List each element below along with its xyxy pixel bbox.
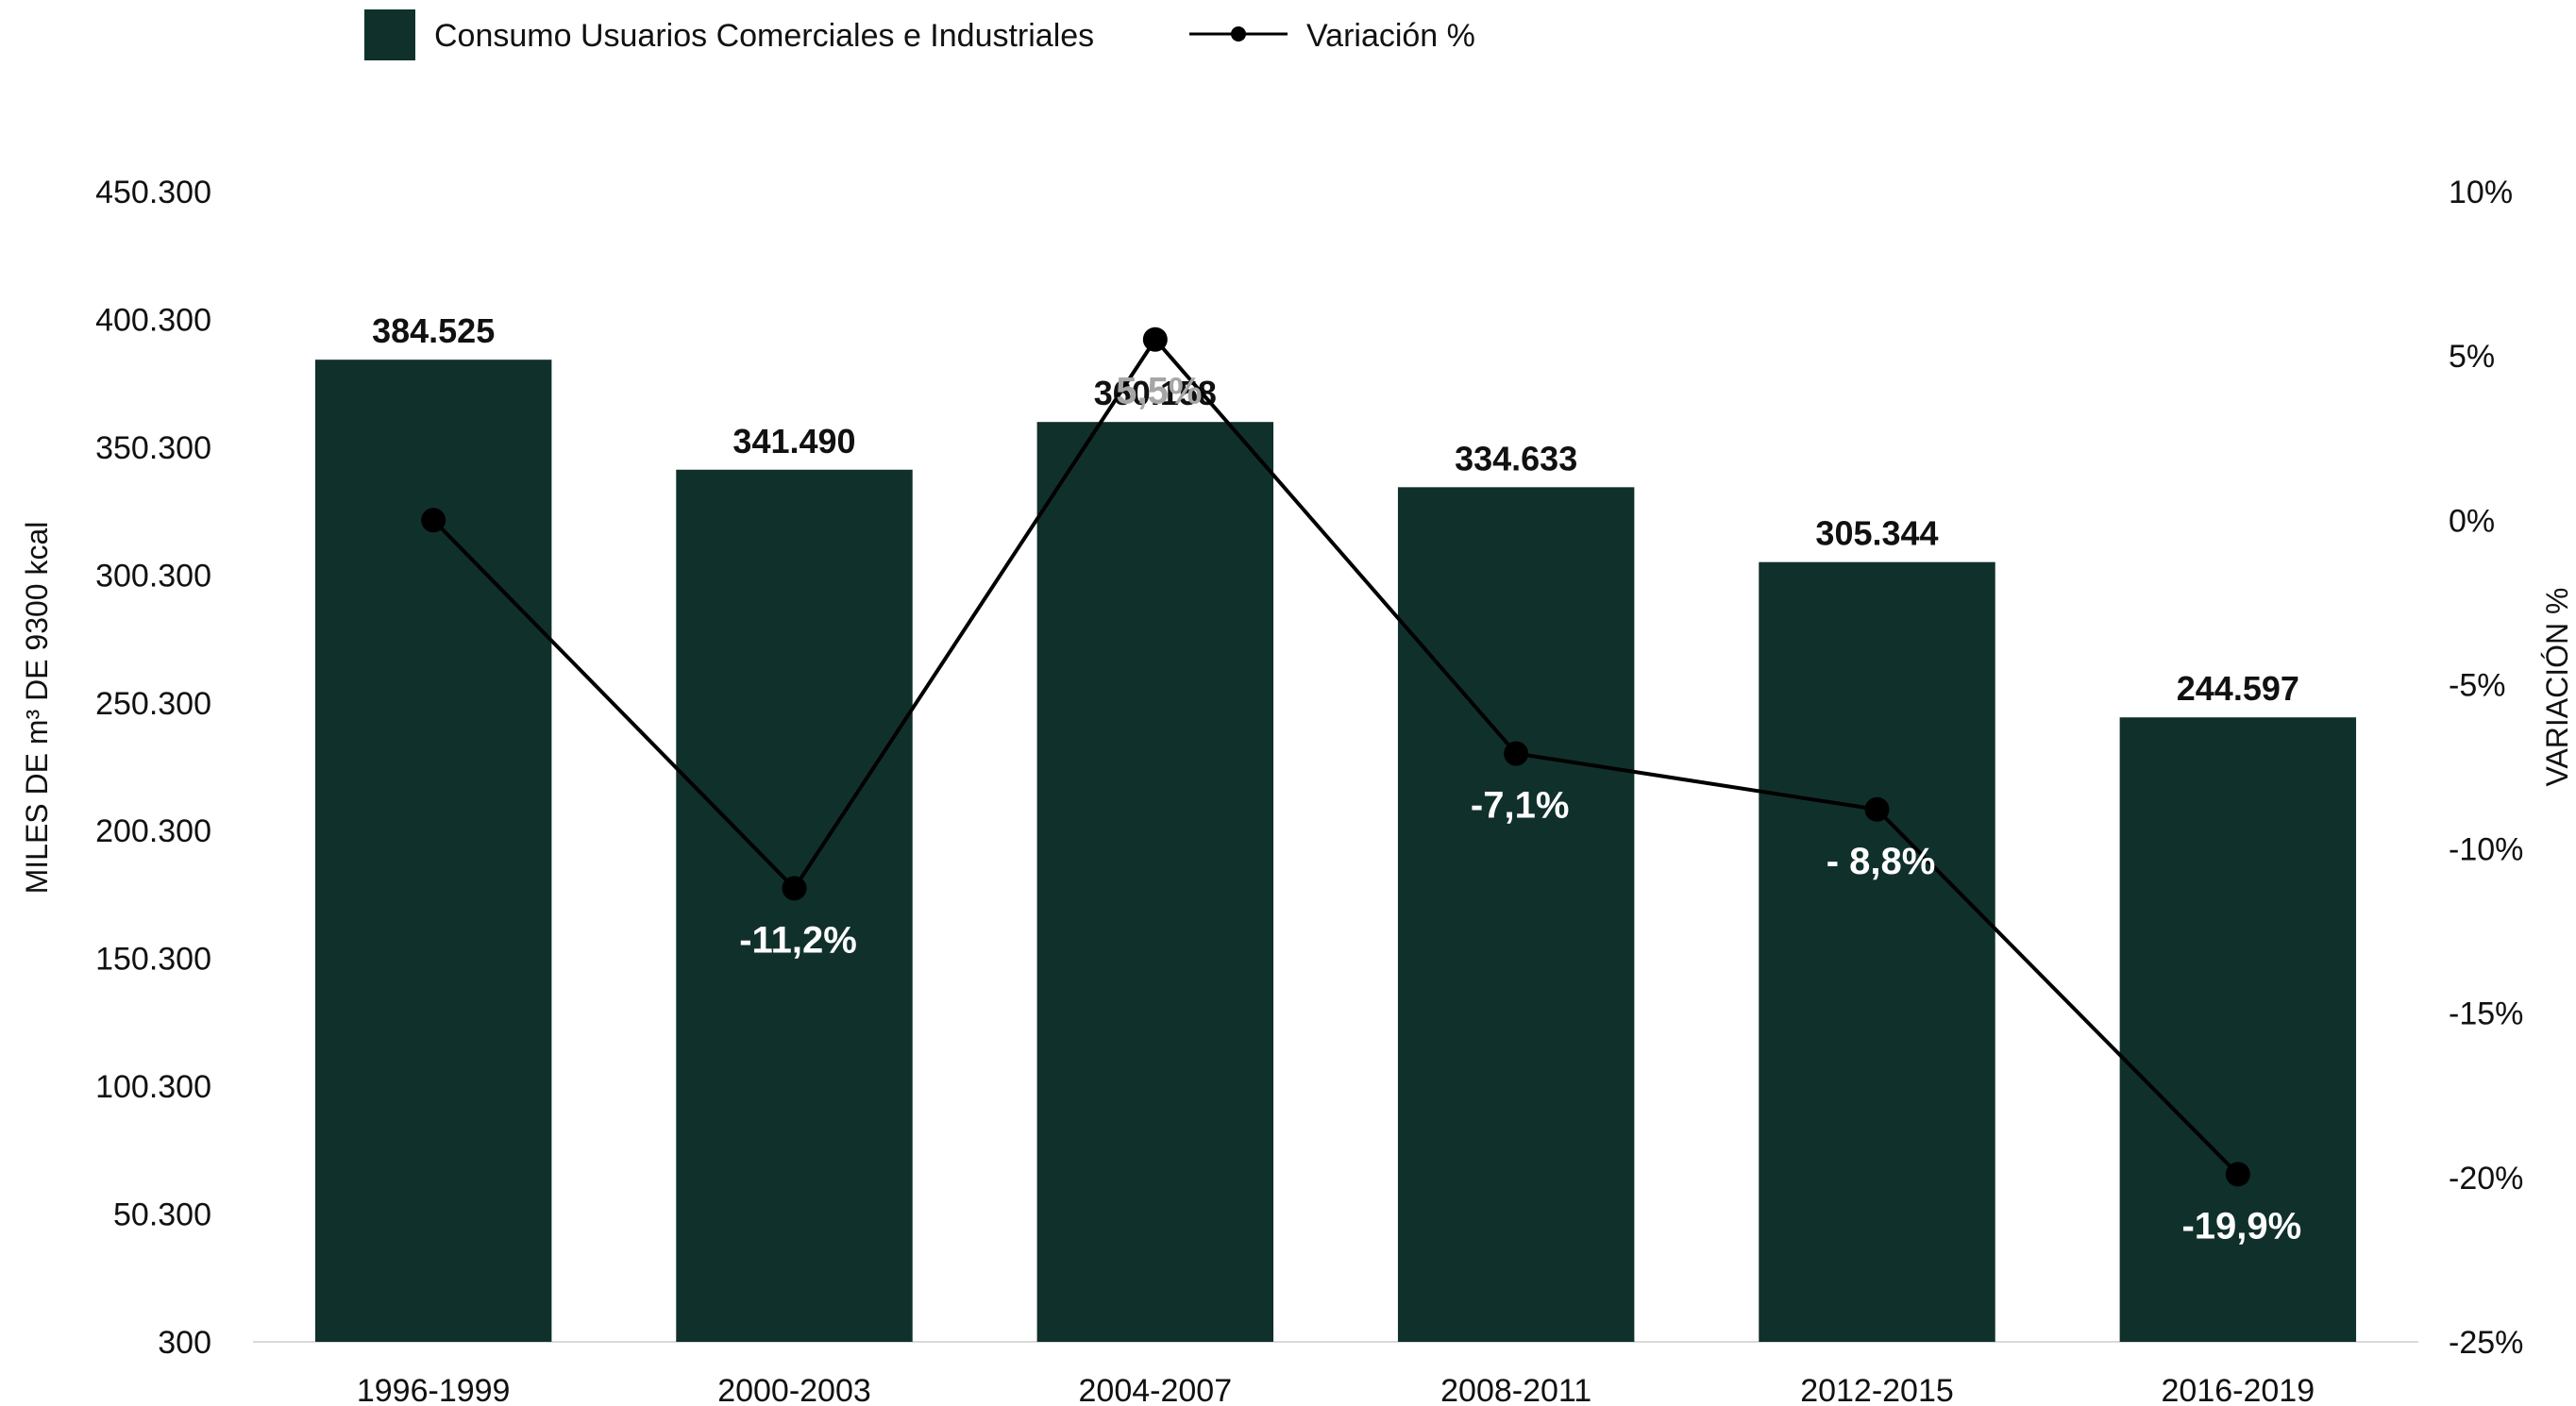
- category-label: 1996-1999: [357, 1373, 511, 1406]
- legend-bar-swatch: [364, 9, 415, 60]
- y-tick-label: 300.300: [95, 558, 211, 594]
- variation-value-label: 5,5%: [1116, 371, 1202, 412]
- y-axis-title: MILES DE m³ DE 9300 kcal: [20, 522, 54, 895]
- y-tick-label: 300: [158, 1325, 211, 1361]
- variation-point: [783, 876, 807, 900]
- y-tick-label: 200.300: [95, 813, 211, 849]
- legend: Consumo Usuarios Comerciales e Industria…: [364, 9, 1475, 60]
- variation-value-label: -11,2%: [739, 919, 857, 961]
- variation-value-label: - 8,8%: [1827, 841, 1936, 882]
- y-tick-label: 350.300: [95, 430, 211, 466]
- bar-labels: 384.525341.490360.158334.633305.344244.5…: [372, 311, 2299, 708]
- category-label: 2016-2019: [2162, 1373, 2315, 1406]
- bar: [2120, 717, 2356, 1342]
- legend-bar-label: Consumo Usuarios Comerciales e Industria…: [434, 18, 1094, 54]
- bar: [315, 360, 551, 1342]
- y-tick-label: 100.300: [95, 1069, 211, 1105]
- legend-line-label: Variación %: [1306, 18, 1475, 54]
- bar-value-label: 341.490: [732, 422, 855, 460]
- bar: [1759, 562, 1995, 1342]
- category-labels: 1996-1999 2000-2003 2004-2007 2008-2011 2012…: [357, 1373, 2315, 1406]
- bar: [1398, 487, 1634, 1342]
- variation-point: [2226, 1162, 2250, 1186]
- bar: [1037, 422, 1273, 1342]
- variation-value-label: -7,1%: [1471, 785, 1570, 827]
- legend-line-marker: [1231, 26, 1246, 42]
- y-tick-label: 400.300: [95, 302, 211, 338]
- category-label: 2008-2011: [1440, 1373, 1591, 1406]
- y2-tick-label: 10%: [2449, 175, 2513, 210]
- variation-point: [1504, 742, 1528, 766]
- y2-axis-title: VARIACIÓN %: [2540, 588, 2574, 787]
- bar-value-label: 384.525: [372, 311, 495, 350]
- y2-tick-label: -5%: [2449, 667, 2505, 703]
- y-tick-label: 50.300: [113, 1197, 211, 1233]
- variation-value-label: -19,9%: [2181, 1205, 2301, 1247]
- category-label: 2012-2015: [1800, 1373, 1954, 1406]
- y2-tick-label: -25%: [2449, 1325, 2523, 1361]
- y-tick-label: 250.300: [95, 686, 211, 722]
- y-tick-label: 150.300: [95, 942, 211, 978]
- bar-value-label: 334.633: [1455, 439, 1577, 477]
- bars: [315, 360, 2356, 1342]
- y2-tick-label: 5%: [2449, 339, 2495, 375]
- y-axis-ticks: 300 50.300 100.300 150.300 200.300 250.300 300…: [95, 175, 211, 1361]
- y2-tick-label: -20%: [2449, 1161, 2523, 1197]
- variation-point: [1143, 327, 1168, 352]
- y2-axis-ticks: -25% -20% -15% -10% -5% 0% 5% 10%: [2449, 175, 2523, 1361]
- category-label: 2004-2007: [1079, 1373, 1233, 1406]
- y2-tick-label: -15%: [2449, 996, 2523, 1032]
- category-label: 2000-2003: [717, 1373, 871, 1406]
- variation-point: [421, 508, 446, 532]
- y2-tick-label: 0%: [2449, 503, 2495, 539]
- variation-point: [1865, 797, 1890, 822]
- y-tick-label: 450.300: [95, 175, 211, 210]
- bar-value-label: 244.597: [2177, 669, 2299, 708]
- bar: [676, 470, 912, 1342]
- bar-value-label: 305.344: [1815, 514, 1938, 553]
- y2-tick-label: -10%: [2449, 832, 2523, 868]
